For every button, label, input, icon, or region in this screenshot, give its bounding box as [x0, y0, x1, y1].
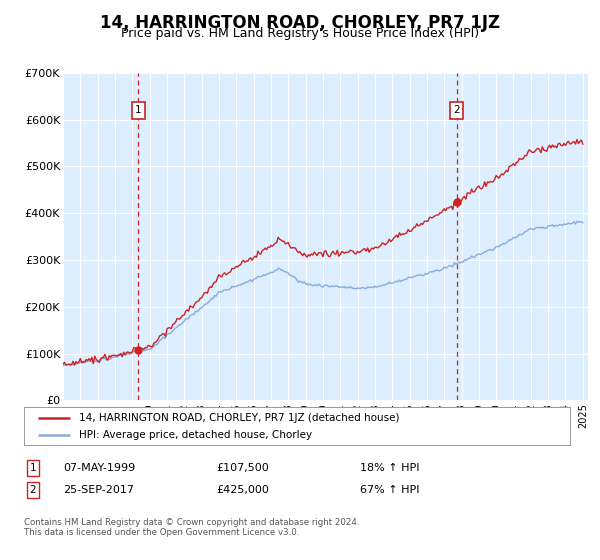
Text: £107,500: £107,500 [216, 463, 269, 473]
Text: 2: 2 [454, 105, 460, 115]
Text: 18% ↑ HPI: 18% ↑ HPI [360, 463, 419, 473]
Text: Contains HM Land Registry data © Crown copyright and database right 2024.
This d: Contains HM Land Registry data © Crown c… [24, 518, 359, 538]
Text: 25-SEP-2017: 25-SEP-2017 [63, 485, 134, 495]
Text: Price paid vs. HM Land Registry's House Price Index (HPI): Price paid vs. HM Land Registry's House … [121, 27, 479, 40]
Text: 07-MAY-1999: 07-MAY-1999 [63, 463, 135, 473]
Text: 67% ↑ HPI: 67% ↑ HPI [360, 485, 419, 495]
Text: 1: 1 [29, 463, 37, 473]
Text: 1: 1 [135, 105, 142, 115]
Text: 14, HARRINGTON ROAD, CHORLEY, PR7 1JZ (detached house): 14, HARRINGTON ROAD, CHORLEY, PR7 1JZ (d… [79, 413, 399, 423]
Text: HPI: Average price, detached house, Chorley: HPI: Average price, detached house, Chor… [79, 430, 312, 440]
Text: 2: 2 [29, 485, 37, 495]
Text: £425,000: £425,000 [216, 485, 269, 495]
Text: 14, HARRINGTON ROAD, CHORLEY, PR7 1JZ: 14, HARRINGTON ROAD, CHORLEY, PR7 1JZ [100, 14, 500, 32]
